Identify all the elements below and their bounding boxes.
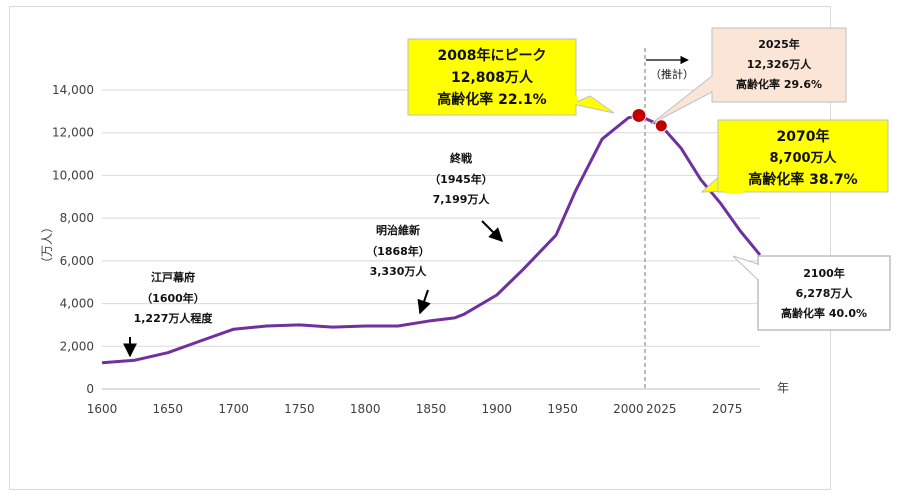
y-tick-label: 10,000 xyxy=(52,168,94,182)
meiji-label-2: （1868年） xyxy=(366,244,430,258)
peak-label-1: 2008年にピーク xyxy=(438,47,547,64)
grid-layer xyxy=(102,89,760,390)
x-tick-label: 1750 xyxy=(284,402,315,416)
peak-callout xyxy=(407,38,577,116)
y-tick-label: 6,000 xyxy=(60,254,94,268)
x-tick-label: 1700 xyxy=(218,402,249,416)
meiji-label-1: 明治維新 xyxy=(376,223,420,237)
y-tick-label: 2,000 xyxy=(60,339,94,353)
y2025-label-1: 2025年 xyxy=(758,37,800,51)
y-axis-label: （万人） xyxy=(40,221,54,269)
x-tick-label: 1600 xyxy=(87,402,118,416)
y2025-callout-tail xyxy=(650,74,713,125)
war-arrow xyxy=(481,220,503,242)
y-tick-label: 4,000 xyxy=(60,297,94,311)
y2100-label-3: 高齢化率 40.0% xyxy=(781,306,867,320)
x-tick-label: 2075 xyxy=(712,402,743,416)
y-tick-label: 8,000 xyxy=(60,211,94,225)
x-tick-label: 1950 xyxy=(547,402,578,416)
y2070-label-1: 2070年 xyxy=(777,128,830,145)
y2025-label-3: 高齢化率 29.6% xyxy=(736,77,822,91)
y2100-label-2: 6,278万人 xyxy=(796,286,854,300)
axis-layer: 0 2,000 4,000 6,000 8,000 10,000 12,000 14,000 1… xyxy=(52,83,742,416)
y2070-label-2: 8,700万人 xyxy=(769,150,837,166)
peak-label-2: 12,808万人 xyxy=(451,69,534,86)
x-tick-label: 2025 xyxy=(646,402,677,416)
y2025-marker xyxy=(654,119,668,133)
x-axis-unit: 年 xyxy=(777,381,789,395)
y2100-callout-tail xyxy=(732,255,759,282)
y2070-callout xyxy=(717,119,889,193)
meiji-arrow xyxy=(417,289,431,315)
x-tick-label: 2000 xyxy=(613,402,644,416)
peak-callout-tail xyxy=(570,95,615,114)
meiji-label-3: 3,330万人 xyxy=(370,264,428,278)
edo-label-2: （1600年） xyxy=(141,291,205,305)
edo-label-1: 江戸幕府 xyxy=(151,270,195,284)
war-label-3: 7,199万人 xyxy=(433,192,491,206)
y2025-label-2: 12,326万人 xyxy=(747,57,812,71)
y2070-label-3: 高齢化率 38.7% xyxy=(748,171,857,188)
war-label-2: （1945年） xyxy=(429,172,493,186)
projection-label: （推計） xyxy=(650,67,694,81)
edo-label-3: 1,227万人程度 xyxy=(134,311,214,325)
y2100-label-1: 2100年 xyxy=(803,266,845,280)
series-line xyxy=(101,114,762,365)
peak-label-3: 高齢化率 22.1% xyxy=(437,91,546,108)
x-tick-label: 1900 xyxy=(482,402,513,416)
y2100-callout xyxy=(757,255,891,331)
x-tick-label: 1800 xyxy=(350,402,381,416)
peak-marker xyxy=(631,107,647,123)
y-tick-label: 0 xyxy=(86,382,94,396)
y2025-callout xyxy=(711,27,847,103)
war-label-1: 終戦 xyxy=(450,151,473,165)
y-tick-label: 14,000 xyxy=(52,83,94,97)
y-tick-label: 12,000 xyxy=(52,126,94,140)
x-tick-label: 1850 xyxy=(416,402,447,416)
x-tick-label: 1650 xyxy=(153,402,184,416)
